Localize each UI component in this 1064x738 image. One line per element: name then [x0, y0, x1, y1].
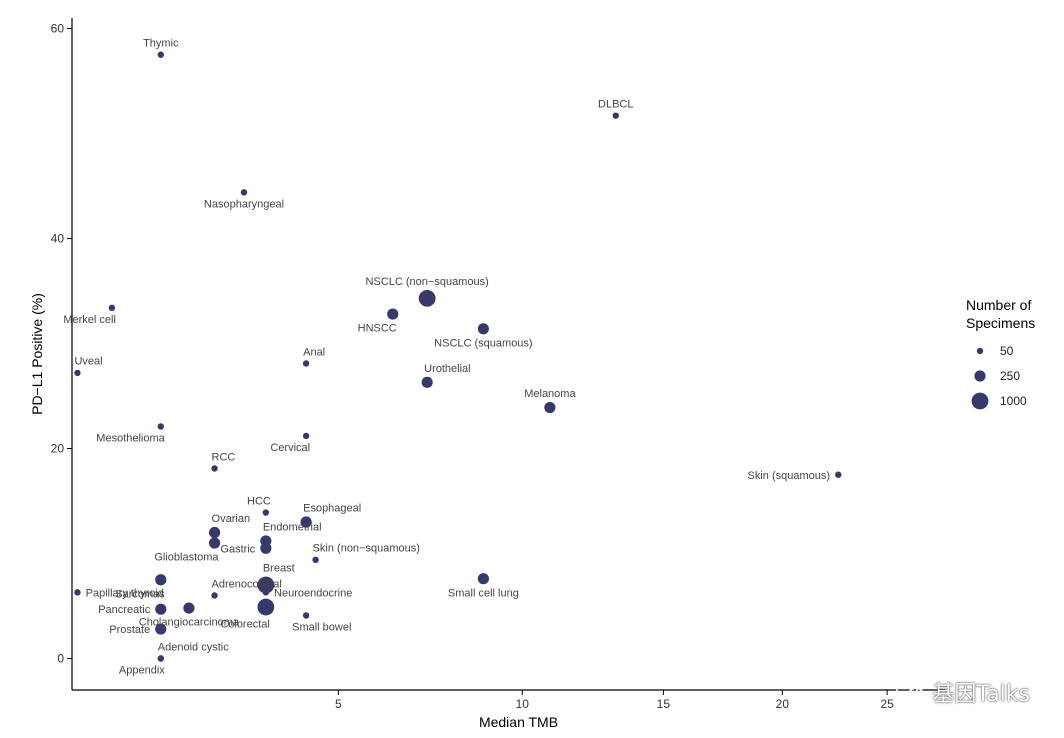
data-point: [612, 112, 619, 119]
x-tick-label: 5: [335, 697, 342, 711]
data-point: [302, 432, 310, 440]
legend-symbol: [971, 392, 989, 410]
point-label: Small cell lung: [448, 587, 519, 599]
data-point: [302, 360, 310, 367]
data-point: [155, 574, 167, 586]
x-axis-title: Median TMB: [479, 714, 558, 730]
data-point: [208, 526, 221, 539]
data-point: [835, 471, 842, 478]
legend-label: 50: [1000, 344, 1014, 358]
data-point: [544, 401, 556, 414]
point-label: Ovarian: [212, 513, 251, 525]
point-label: Gastric: [220, 543, 255, 555]
legend: Number of Specimens 50 250 1000: [966, 297, 1035, 410]
point-label: HNSCC: [358, 323, 397, 335]
point-label: RCC: [212, 451, 236, 463]
watermark-text: 基因Talks: [932, 682, 1030, 707]
point-label: Glioblastoma: [154, 552, 219, 564]
point-labels: Thymic DLBCL Nasopharyngeal NSCLC (non−squa…: [63, 38, 830, 677]
point-label: DLBCL: [598, 98, 633, 110]
data-point: [262, 589, 270, 596]
wechat-icon: [896, 681, 926, 703]
point-label: Skin (squamous): [748, 470, 831, 482]
point-label: Urothelial: [424, 363, 470, 375]
data-point: [157, 51, 164, 58]
point-label: Cholangiocarcinoma: [139, 617, 240, 629]
point-label: Colorectal: [220, 618, 270, 630]
axes: 0 20 40 60 5 10 15 20 25 Median TMB PD−L1 Positive…: [29, 18, 945, 730]
data-point: [211, 592, 218, 599]
legend-symbol: [976, 347, 984, 355]
data-point: [240, 189, 248, 196]
data-point: [418, 289, 436, 307]
data-point: [257, 598, 275, 616]
data-point: [387, 308, 399, 320]
data-point: [477, 323, 489, 335]
y-tick-label: 20: [51, 442, 65, 456]
point-label: Adenoid cystic: [158, 641, 229, 653]
data-point: [155, 603, 167, 615]
x-tick-label: 25: [880, 697, 894, 711]
data-point: [260, 542, 272, 554]
y-tick-label: 60: [51, 22, 65, 36]
point-label: HCC: [247, 495, 271, 507]
point-label: Merkel cell: [63, 314, 116, 326]
data-point: [302, 612, 310, 619]
data-point: [421, 376, 433, 388]
point-label: NSCLC (squamous): [434, 337, 532, 349]
y-tick-label: 40: [51, 232, 65, 246]
point-label: Skin (non−squamous): [313, 543, 420, 555]
point-label: Small bowel: [292, 622, 351, 634]
data-point: [157, 655, 164, 662]
legend-label: 250: [1000, 369, 1020, 383]
data-point: [74, 589, 81, 596]
data-point: [257, 576, 275, 594]
point-label: Sarcomas: [115, 588, 165, 600]
data-point: [74, 369, 81, 377]
x-tick-label: 20: [776, 697, 790, 711]
point-label: Esophageal: [303, 502, 361, 514]
point-label: Appendix: [119, 665, 165, 677]
legend-title: Specimens: [966, 315, 1035, 331]
point-label: Thymic: [143, 38, 179, 50]
data-point: [300, 516, 312, 528]
data-point: [108, 304, 116, 311]
point-label: Anal: [303, 346, 325, 358]
x-tick-label: 15: [657, 697, 671, 711]
point-label: Nasopharyngeal: [204, 199, 284, 211]
data-points: [74, 51, 842, 662]
point-label: Papillary thyroid: [86, 587, 164, 599]
data-point: [183, 602, 195, 614]
point-label: NSCLC (non−squamous): [366, 276, 489, 288]
data-point: [157, 423, 164, 430]
point-label: Prostate: [109, 624, 150, 636]
point-label: Endometrial: [263, 521, 322, 533]
y-tick-label: 0: [57, 652, 64, 666]
y-axis-title: PD−L1 Positive (%): [29, 293, 45, 415]
data-point: [211, 465, 218, 472]
x-tick-label: 10: [516, 697, 530, 711]
data-point: [262, 509, 270, 516]
data-point: [208, 537, 221, 549]
point-label: Mesothelioma: [96, 433, 165, 445]
point-label: Melanoma: [524, 388, 576, 400]
data-point: [155, 623, 167, 635]
data-point: [312, 556, 319, 563]
legend-label: 1000: [1000, 394, 1027, 408]
legend-symbol: [974, 370, 986, 382]
legend-title: Number of: [966, 297, 1031, 313]
point-label: Adrenocortical: [212, 578, 282, 590]
data-point: [477, 573, 489, 585]
point-label: Uveal: [74, 356, 102, 368]
point-label: Pancreatic: [98, 604, 150, 616]
point-label: Neuroendocrine: [274, 587, 352, 599]
point-label: Cervical: [270, 442, 310, 454]
point-label: Breast: [263, 563, 295, 575]
watermark: 基因Talks: [896, 676, 1030, 708]
